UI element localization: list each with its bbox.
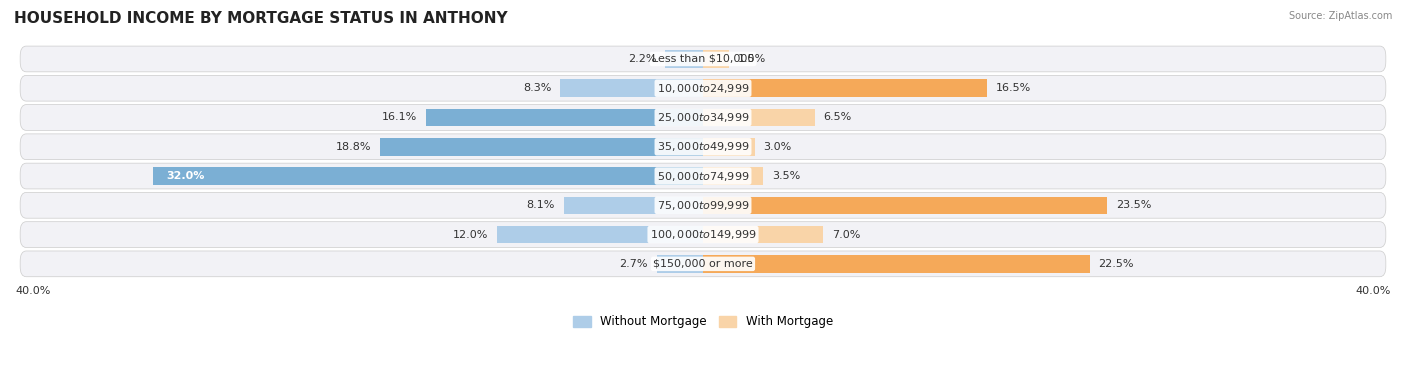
FancyBboxPatch shape [20,163,1386,189]
Text: 22.5%: 22.5% [1098,259,1135,269]
Text: Less than $10,000: Less than $10,000 [652,54,754,64]
Text: $35,000 to $49,999: $35,000 to $49,999 [657,140,749,153]
Text: 40.0%: 40.0% [15,286,51,296]
Bar [703,80,987,97]
FancyBboxPatch shape [20,251,1386,277]
Bar [703,255,1090,273]
Text: 7.0%: 7.0% [832,230,860,240]
Bar [703,226,824,244]
FancyBboxPatch shape [20,75,1386,101]
Text: 40.0%: 40.0% [1355,286,1391,296]
Bar [703,167,763,185]
Text: $50,000 to $74,999: $50,000 to $74,999 [657,170,749,182]
Bar [560,80,703,97]
Text: 18.8%: 18.8% [336,142,371,152]
Bar [703,50,728,68]
Bar [564,196,703,214]
Text: $150,000 or more: $150,000 or more [654,259,752,269]
FancyBboxPatch shape [20,192,1386,218]
Bar [496,226,703,244]
Text: 3.0%: 3.0% [763,142,792,152]
Text: $25,000 to $34,999: $25,000 to $34,999 [657,111,749,124]
Text: 8.1%: 8.1% [527,200,555,210]
Text: 3.5%: 3.5% [772,171,800,181]
Text: 32.0%: 32.0% [166,171,205,181]
Text: 16.5%: 16.5% [995,83,1031,93]
Text: $100,000 to $149,999: $100,000 to $149,999 [650,228,756,241]
Text: $10,000 to $24,999: $10,000 to $24,999 [657,82,749,95]
Text: HOUSEHOLD INCOME BY MORTGAGE STATUS IN ANTHONY: HOUSEHOLD INCOME BY MORTGAGE STATUS IN A… [14,11,508,26]
Text: $75,000 to $99,999: $75,000 to $99,999 [657,199,749,212]
Text: 2.2%: 2.2% [628,54,657,64]
Text: 12.0%: 12.0% [453,230,488,240]
Bar [380,138,703,156]
Text: 8.3%: 8.3% [523,83,551,93]
Text: 16.1%: 16.1% [382,112,418,123]
Text: 23.5%: 23.5% [1116,200,1152,210]
Bar [703,196,1107,214]
FancyBboxPatch shape [20,222,1386,247]
Bar [426,109,703,126]
Bar [153,167,703,185]
Bar [703,109,815,126]
Bar [703,138,755,156]
Text: 6.5%: 6.5% [824,112,852,123]
Bar [657,255,703,273]
Legend: Without Mortgage, With Mortgage: Without Mortgage, With Mortgage [574,315,832,328]
Bar [665,50,703,68]
FancyBboxPatch shape [20,134,1386,159]
Text: 1.5%: 1.5% [737,54,766,64]
FancyBboxPatch shape [20,46,1386,72]
Text: 2.7%: 2.7% [620,259,648,269]
Text: Source: ZipAtlas.com: Source: ZipAtlas.com [1288,11,1392,21]
FancyBboxPatch shape [20,104,1386,130]
